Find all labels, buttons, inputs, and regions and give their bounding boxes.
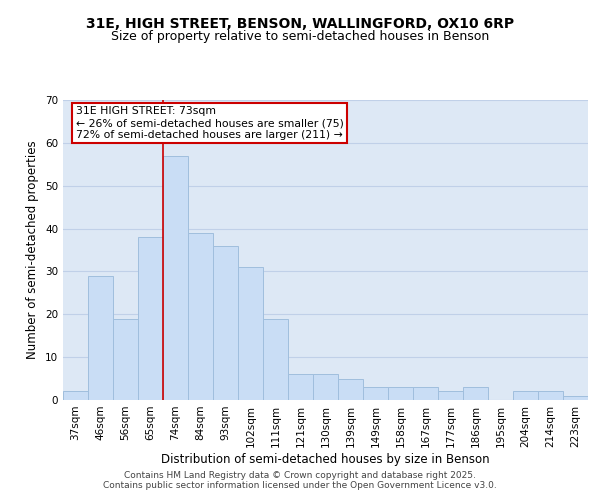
- Bar: [263, 318, 288, 400]
- Bar: [188, 233, 213, 400]
- Bar: [288, 374, 313, 400]
- Text: 31E HIGH STREET: 73sqm
← 26% of semi-detached houses are smaller (75)
72% of sem: 31E HIGH STREET: 73sqm ← 26% of semi-det…: [76, 106, 343, 140]
- Bar: [363, 387, 388, 400]
- Bar: [563, 396, 588, 400]
- Text: Contains HM Land Registry data © Crown copyright and database right 2025.
Contai: Contains HM Land Registry data © Crown c…: [103, 470, 497, 490]
- Bar: [88, 276, 113, 400]
- Bar: [438, 392, 463, 400]
- Bar: [388, 387, 413, 400]
- Bar: [63, 392, 88, 400]
- Bar: [163, 156, 188, 400]
- Text: Size of property relative to semi-detached houses in Benson: Size of property relative to semi-detach…: [111, 30, 489, 43]
- Bar: [313, 374, 338, 400]
- Y-axis label: Number of semi-detached properties: Number of semi-detached properties: [26, 140, 40, 360]
- Bar: [463, 387, 488, 400]
- Bar: [513, 392, 538, 400]
- Bar: [338, 378, 363, 400]
- Text: 31E, HIGH STREET, BENSON, WALLINGFORD, OX10 6RP: 31E, HIGH STREET, BENSON, WALLINGFORD, O…: [86, 18, 514, 32]
- Bar: [213, 246, 238, 400]
- Bar: [538, 392, 563, 400]
- Bar: [413, 387, 438, 400]
- Bar: [113, 318, 138, 400]
- Bar: [238, 267, 263, 400]
- Bar: [138, 237, 163, 400]
- X-axis label: Distribution of semi-detached houses by size in Benson: Distribution of semi-detached houses by …: [161, 452, 490, 466]
